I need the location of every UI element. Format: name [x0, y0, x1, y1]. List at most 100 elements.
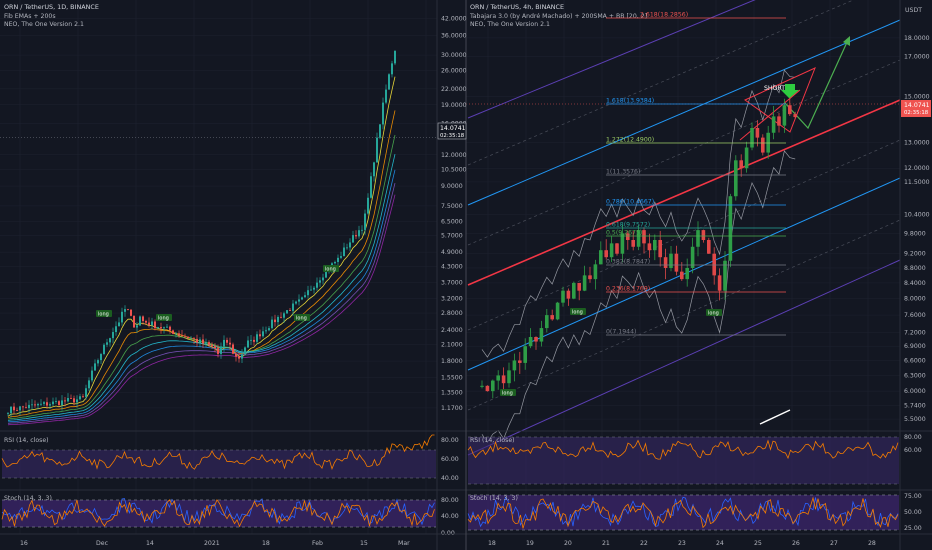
right-indicator-neo[interactable]: NEO, The One Version 2.1: [470, 21, 550, 28]
left-time-tick: Feb: [312, 540, 323, 547]
right-candle: [545, 315, 549, 329]
right-long-signal: [706, 309, 722, 316]
right-long-signal: [500, 389, 516, 396]
left-candle: [217, 348, 219, 354]
left-candle: [277, 316, 279, 323]
oscillator-tick: 40.00: [441, 475, 459, 482]
left-candle: [28, 404, 30, 409]
right-candle: [744, 147, 749, 169]
purple-channel-upper: [467, 0, 756, 119]
left-candle: [214, 346, 216, 349]
left-candle: [367, 197, 369, 214]
left-candle: [337, 257, 339, 262]
left-candle: [94, 363, 96, 371]
left-candle: [373, 162, 375, 177]
forecast-green-path: [784, 39, 849, 130]
left-candle: [187, 336, 189, 339]
left-ema-line: [7, 194, 396, 426]
fib-level-label: 0.236(8.1769): [606, 286, 650, 293]
left-candle: [64, 400, 66, 402]
left-long-signal: [294, 314, 310, 321]
left-long-signal-label: long: [325, 267, 336, 273]
right-long-signal-label: long: [502, 391, 513, 397]
right-stoch-label[interactable]: Stoch (14, 3, 3): [470, 495, 518, 502]
short-annotation: SHORT: [764, 85, 785, 92]
right-time-axis[interactable]: 18 19 20 21 22 23 24 25 26 27 28: [488, 540, 876, 547]
right-candle: [523, 346, 527, 363]
right-price-tick: 17.0000: [904, 53, 930, 60]
right-chart-title: ORN / TetherUS, 4h, BINANCE: [470, 3, 564, 11]
left-price-tick: 1.3500: [441, 389, 463, 396]
left-stoch-d-line: [1, 498, 435, 528]
right-candle: [653, 239, 657, 251]
left-candle: [256, 334, 258, 342]
right-price-tick: 6.9000: [904, 343, 926, 350]
left-candle: [334, 261, 336, 264]
left-stoch-label[interactable]: Stoch (14, 3, 3): [4, 495, 52, 502]
right-candle: [577, 282, 581, 291]
left-indicator-neo[interactable]: NEO, The One Version 2.1: [4, 21, 84, 28]
left-candle: [244, 347, 246, 355]
right-long-signal-label: long: [708, 311, 719, 317]
right-candle: [518, 360, 522, 363]
left-price-tick: 10.5000: [441, 166, 467, 173]
right-candle: [593, 264, 598, 280]
right-candle: [615, 243, 619, 254]
left-candle: [37, 403, 39, 406]
left-long-signal: [156, 314, 172, 321]
right-rsi-label[interactable]: RSI (14, close): [470, 437, 515, 444]
left-candle: [292, 303, 294, 311]
right-price-badge-value: 14.0741: [904, 102, 930, 109]
left-candle: [355, 235, 357, 237]
left-candle: [322, 277, 324, 281]
left-time-tick: 18: [262, 540, 270, 547]
right-price-tick: 8.8000: [904, 265, 926, 272]
left-candle: [253, 339, 255, 342]
left-candle: [232, 344, 234, 354]
right-long-signal-label: long: [572, 310, 583, 316]
left-candle: [220, 346, 222, 354]
right-time-tick: 28: [868, 540, 876, 547]
left-chart-title: ORN / TetherUS, 1D, BINANCE: [4, 3, 99, 11]
left-candles: [7, 50, 396, 418]
left-candle: [118, 322, 120, 327]
left-long-signal: [323, 265, 339, 272]
right-indicator-tabajara[interactable]: Tabajara 3.0 (by André Machado) + 200SMA…: [469, 12, 647, 20]
right-candles: [480, 98, 797, 399]
right-price-axis[interactable]: 18.0000 17.0000 15.0000 13.0000 12.0000 11.50…: [904, 35, 930, 423]
left-candle: [262, 331, 264, 337]
oscillator-tick: 50.00: [904, 509, 922, 516]
triangle-support: [739, 89, 801, 141]
left-candle: [106, 342, 108, 345]
fib-level-label: 0.5(9.2675): [606, 230, 642, 237]
right-price-tick: 8.4000: [904, 280, 926, 287]
left-candle: [259, 334, 261, 337]
left-indicator-fib-emas[interactable]: Fib EMAs + 200s: [4, 13, 56, 20]
left-candle: [7, 413, 9, 414]
left-candle: [211, 344, 213, 347]
right-time-tick: 18: [488, 540, 496, 547]
left-candle: [304, 295, 306, 298]
left-time-tick: 16: [20, 540, 28, 547]
oscillator-tick: 25.00: [904, 525, 922, 532]
left-candle: [127, 309, 129, 310]
oscillator-tick: 80.00: [441, 437, 459, 444]
left-time-axis[interactable]: 16 Dec 14 2021 18 Feb 15 Mar: [20, 540, 410, 547]
left-candle: [310, 289, 312, 291]
left-candle: [67, 398, 69, 402]
left-price-tick: 42.0000: [441, 16, 467, 23]
left-price-tick: 19.0000: [441, 102, 467, 109]
parallel-dashed-line: [467, 139, 901, 331]
left-candle: [370, 176, 372, 198]
right-candle: [609, 243, 614, 258]
left-candle: [46, 402, 48, 406]
right-candle: [631, 239, 635, 247]
left-rsi-label[interactable]: RSI (14, close): [4, 437, 49, 444]
left-candle: [301, 297, 303, 300]
left-candle: [70, 398, 72, 399]
left-price-tick: 2.8000: [441, 310, 463, 317]
right-time-tick: 19: [526, 540, 534, 547]
fib-level-label: 0.618(9.7572): [606, 222, 650, 229]
right-candle: [599, 250, 603, 265]
left-price-tick: 4.9000: [441, 249, 463, 256]
